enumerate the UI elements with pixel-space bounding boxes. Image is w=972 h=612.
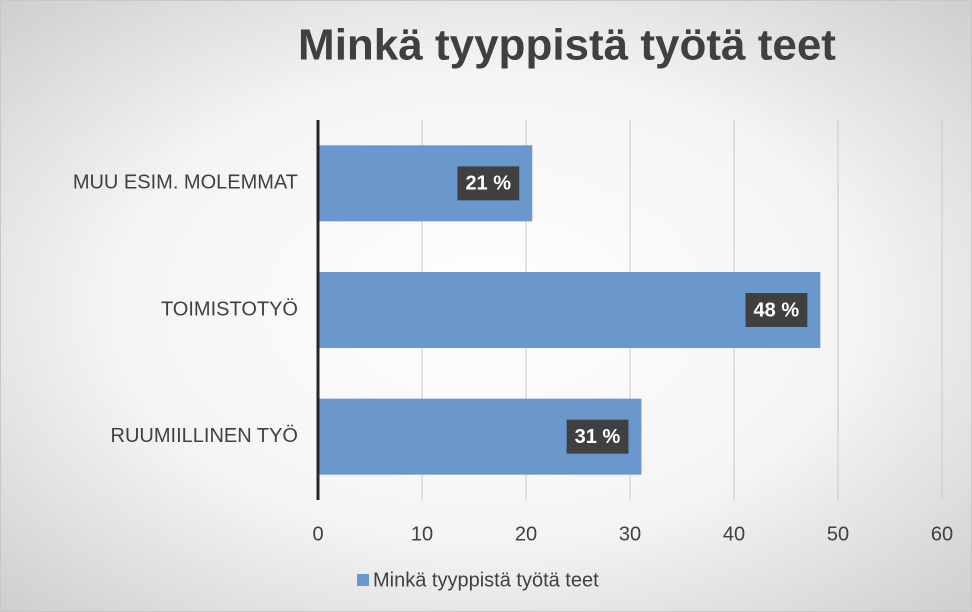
chart-title: Minkä tyyppistä työtä teet — [298, 21, 836, 70]
y-tick-label: TOIMISTOTYÖ — [161, 298, 298, 320]
data-label-box — [745, 293, 808, 327]
x-tick-label: 30 — [619, 523, 641, 545]
x-tick-label: 0 — [312, 523, 323, 545]
y-tick-label: MUU ESIM. MOLEMMAT — [73, 172, 298, 194]
bar — [318, 272, 821, 348]
data-label-box — [566, 419, 629, 454]
x-tick-label: 10 — [411, 523, 433, 545]
legend-label: Minkä tyyppistä työtä teet — [373, 569, 599, 591]
data-label: 48 % — [754, 299, 800, 321]
x-tick-label: 50 — [827, 523, 849, 545]
x-tick-label: 20 — [515, 523, 537, 545]
y-tick-label: RUUMIILLINEN TYÖ — [111, 425, 298, 447]
x-tick-label: 60 — [931, 523, 953, 545]
x-tick-label: 40 — [723, 523, 745, 545]
data-label: 31 % — [575, 426, 621, 448]
data-label: 21 % — [465, 173, 511, 195]
data-label-box — [457, 166, 520, 201]
legend-swatch — [357, 574, 369, 586]
